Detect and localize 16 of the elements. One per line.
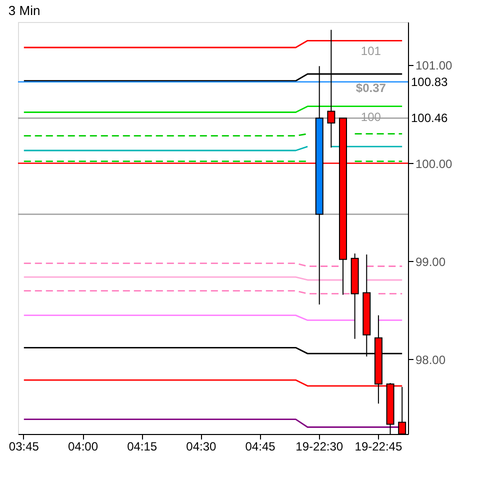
x-tick-label: 19-22:30 — [296, 440, 344, 454]
x-tick-label: 04:45 — [245, 440, 276, 454]
y-tick-label: 100.00 — [416, 156, 453, 171]
x-tick-label: 19-22:45 — [354, 440, 402, 454]
x-tick-label: 03:45 — [8, 440, 40, 454]
annotation: 101 — [360, 44, 382, 58]
ref-line-label: 100.46 — [411, 111, 448, 126]
annotation: $0.37 — [356, 80, 386, 95]
x-tick-label: 04:30 — [186, 440, 217, 454]
ref-line-label: 100.83 — [411, 74, 448, 89]
y-tick-label: 98.00 — [416, 352, 446, 367]
chart-title: 3 Min — [8, 3, 40, 18]
y-tick-label: 101.00 — [416, 58, 453, 73]
x-tick-label: 04:15 — [127, 440, 158, 454]
y-tick-label: 99.00 — [416, 254, 446, 269]
x-tick-label: 04:00 — [68, 440, 98, 454]
